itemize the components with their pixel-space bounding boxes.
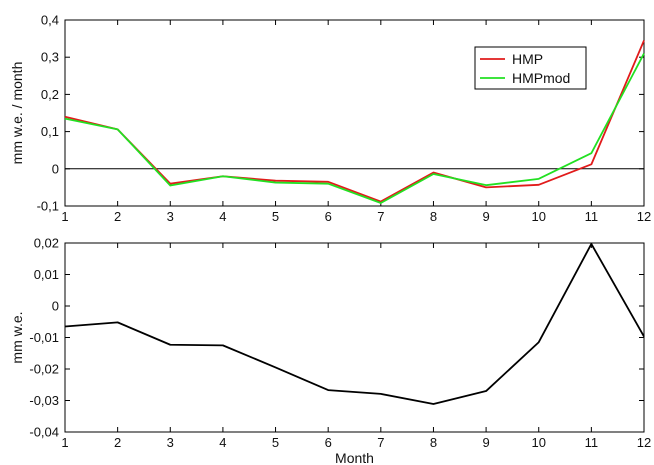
y-tick-label: 0,2 <box>41 87 59 102</box>
y-tick-label: 0 <box>52 161 59 176</box>
y-tick-label: 0,02 <box>34 236 59 251</box>
legend-label-hmp: HMP <box>512 51 543 67</box>
y-tick-label: -0,1 <box>37 199 59 214</box>
chart-panel-2: 1 2 3 4 5 6 7 8 9 10 11 12-0,04-0,03-0,02-0,0100,01… <box>9 236 651 465</box>
y-tick-label: -0,04 <box>29 425 59 440</box>
x-tick-label: 7 <box>377 209 384 224</box>
plot-frame <box>64 19 645 207</box>
x-tick-label: 2 <box>114 209 121 224</box>
x-tick-label: 9 <box>482 435 489 450</box>
y-tick-label: 0 <box>52 299 59 314</box>
x-axis-label: Month <box>335 450 374 465</box>
x-tick-label: 4 <box>219 435 226 450</box>
x-tick-label: 6 <box>325 209 332 224</box>
x-tick-label: 11 <box>585 435 599 450</box>
x-tick-label: 1 <box>61 209 68 224</box>
x-tick-label: 12 <box>637 435 651 450</box>
x-tick-label: 7 <box>377 435 384 450</box>
y-axis-label: mm w.e. / month <box>9 62 25 165</box>
x-tick-label: 12 <box>637 209 651 224</box>
x-tick-label: 8 <box>430 435 437 450</box>
series-line-1 <box>64 243 645 405</box>
x-tick-label: 8 <box>430 209 437 224</box>
y-tick-label: 0,3 <box>41 50 59 65</box>
x-tick-label: 3 <box>167 435 174 450</box>
x-tick-label: 11 <box>585 209 599 224</box>
y-tick-label: 0,1 <box>41 124 59 139</box>
x-tick-label: 10 <box>531 435 545 450</box>
x-tick-label: 1 <box>61 435 68 450</box>
x-tick-label: 9 <box>482 209 489 224</box>
x-tick-label: 6 <box>325 435 332 450</box>
x-tick-label: 4 <box>219 209 226 224</box>
chart-panel-1: 1 2 3 4 5 6 7 8 9 10 11 12-0,100,10,20,30,4mm w.e. … <box>9 13 651 225</box>
x-tick-label: 3 <box>167 209 174 224</box>
y-tick-label: -0,01 <box>29 330 59 345</box>
y-axis-label: mm w.e. <box>9 311 25 363</box>
y-tick-label: -0,03 <box>29 393 59 408</box>
series-line-hmp <box>64 40 645 203</box>
legend-label-hmpmod: HMPmod <box>512 70 570 86</box>
x-tick-label: 2 <box>114 435 121 450</box>
series-line-hmpmod <box>64 53 645 204</box>
y-tick-label: 0,01 <box>34 267 59 282</box>
y-tick-label: 0,4 <box>41 13 59 28</box>
y-tick-label: -0,02 <box>29 362 59 377</box>
x-tick-label: 10 <box>531 209 545 224</box>
x-tick-label: 5 <box>272 209 279 224</box>
x-tick-label: 5 <box>272 435 279 450</box>
legend: HMP HMPmod <box>474 46 587 90</box>
legend-box <box>474 46 587 90</box>
